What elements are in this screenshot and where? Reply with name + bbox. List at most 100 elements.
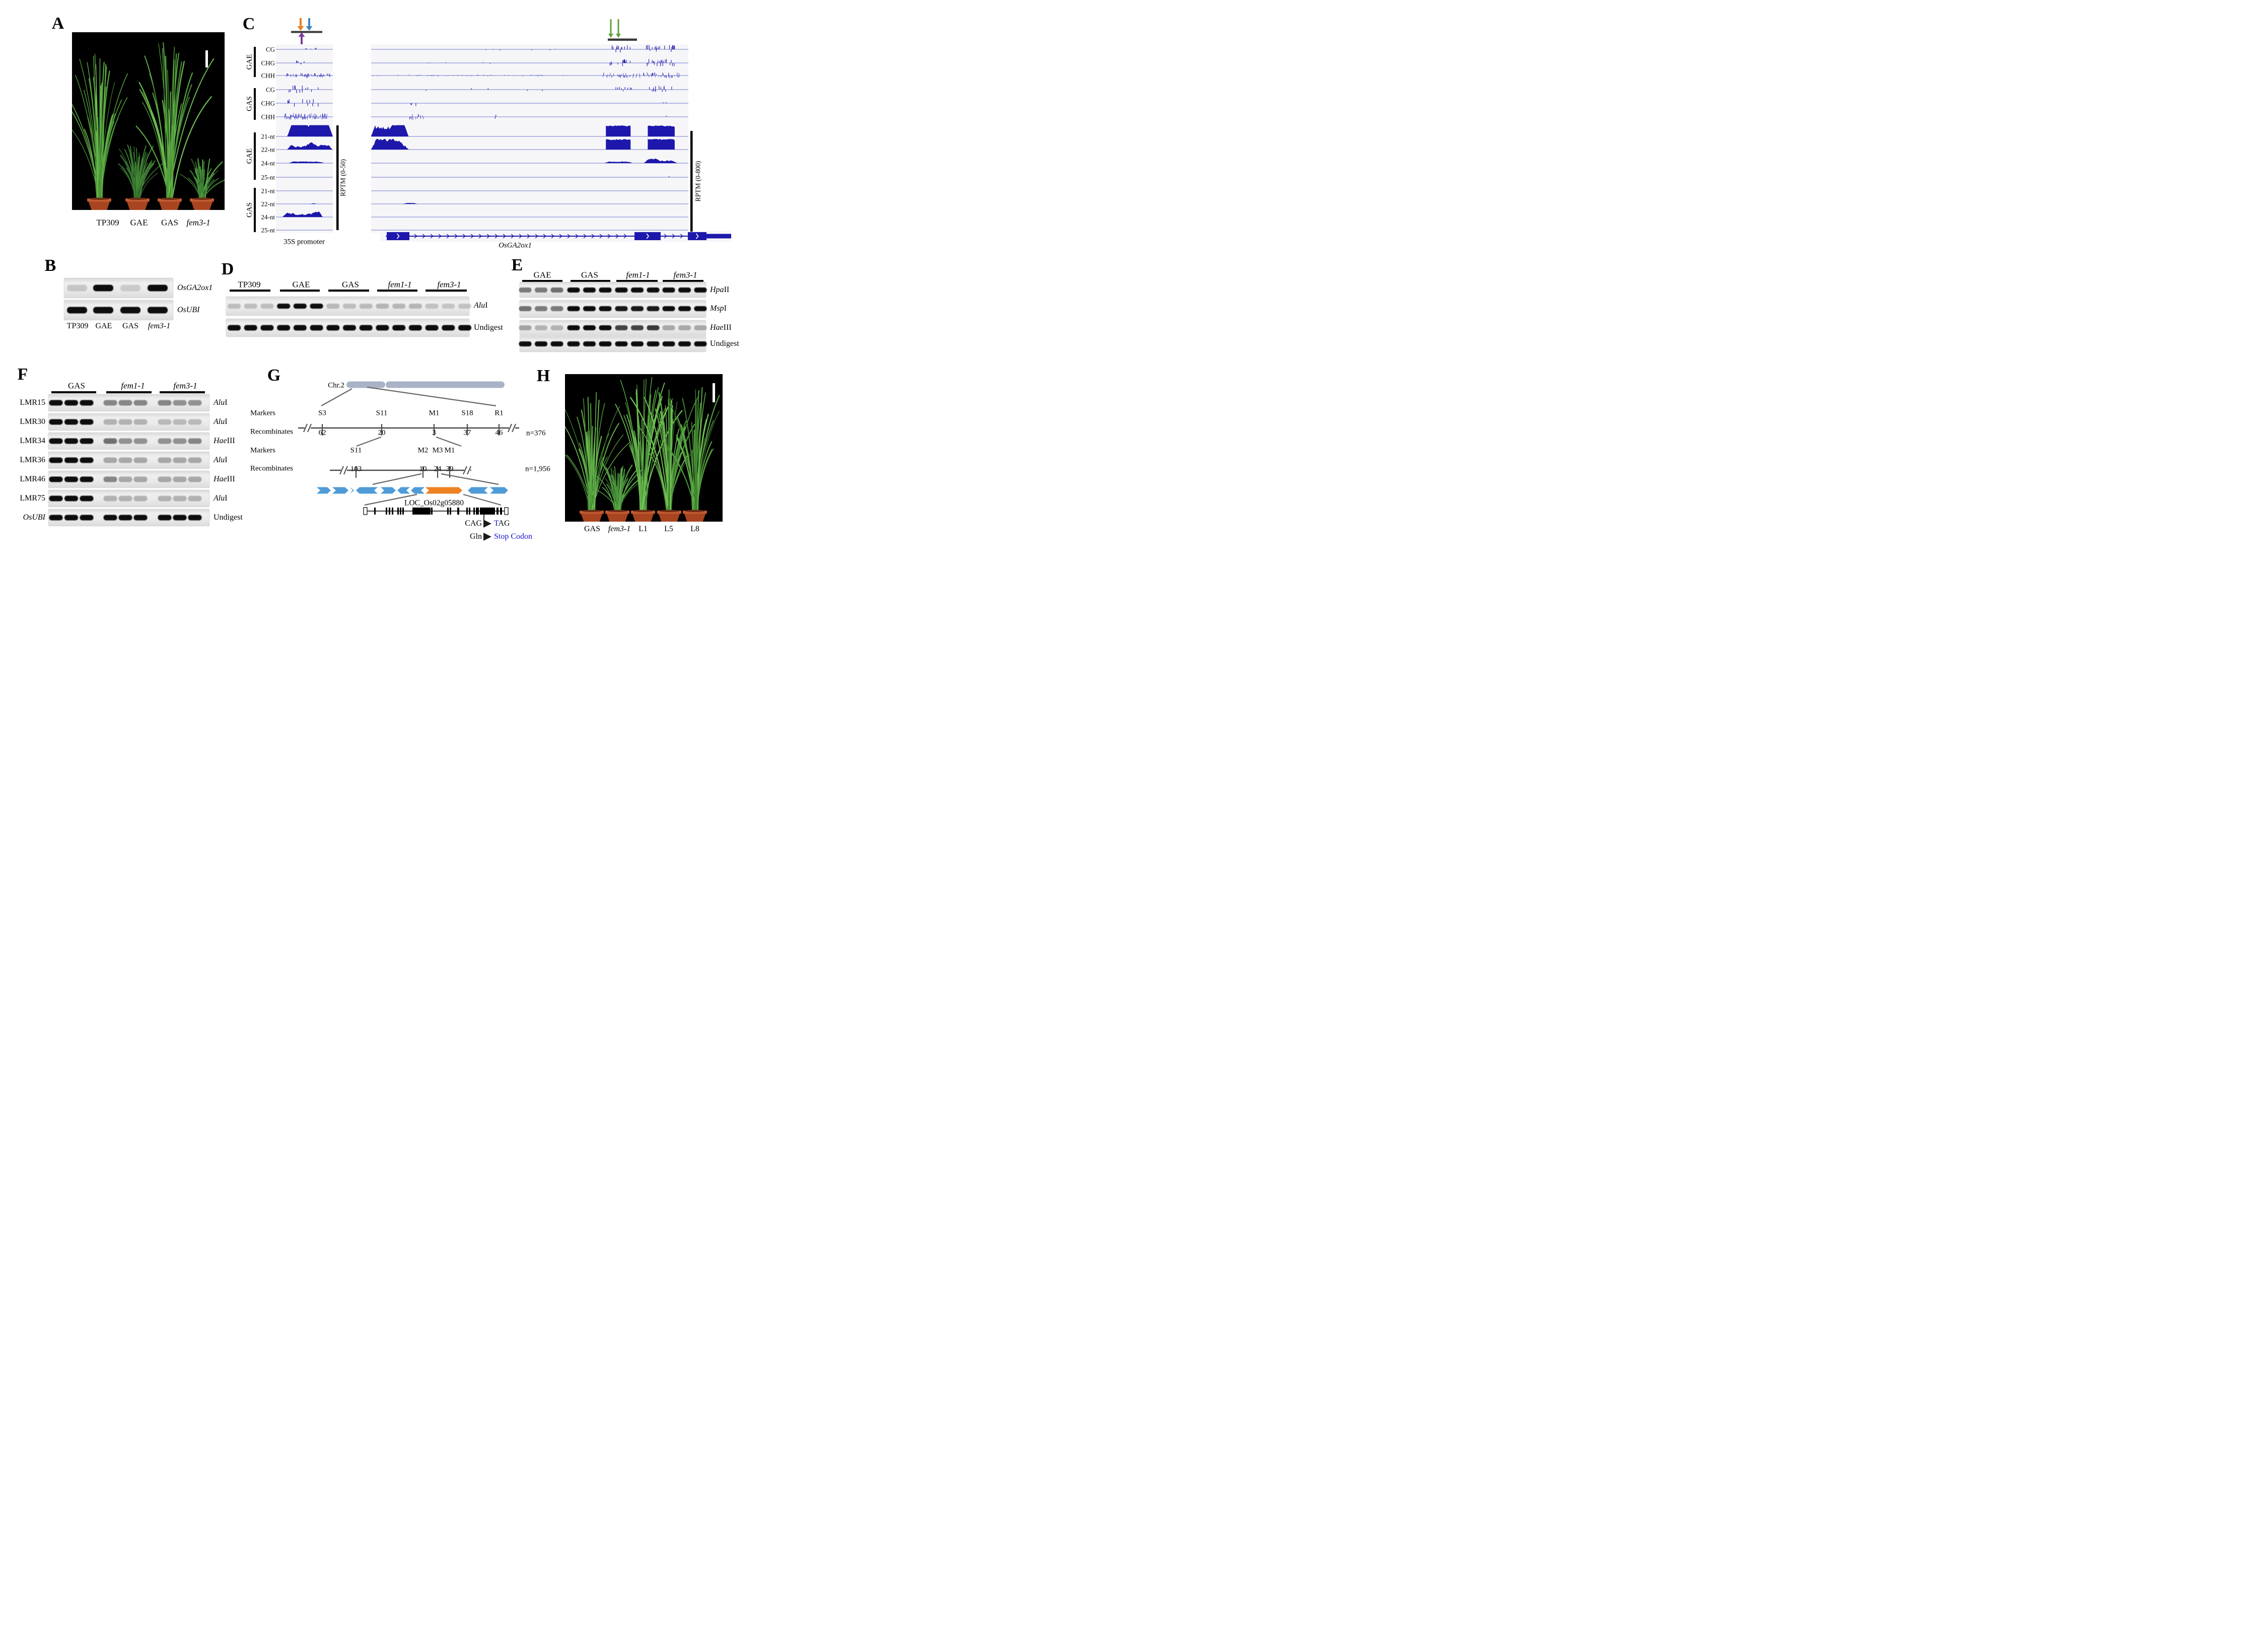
track-row-label: CHH xyxy=(261,71,275,80)
panel-e-enzyme-label: HpaII xyxy=(710,285,730,294)
gel-band xyxy=(631,325,644,330)
figure-root: A B C D E F G H RPTM (0-50) RPTM (0-800)… xyxy=(0,0,755,551)
gel-band xyxy=(519,306,532,311)
axis-break-icon xyxy=(512,423,516,433)
group-underline-bar xyxy=(522,280,562,282)
track-row-label: 25-nt xyxy=(261,226,275,234)
track-group-label: GAE xyxy=(245,54,254,70)
gel-band xyxy=(80,438,94,444)
gel-band xyxy=(583,288,596,293)
map2-marker-label: M3 xyxy=(432,446,443,455)
track-row-label: CHG xyxy=(261,99,275,107)
gel-band xyxy=(80,515,94,521)
gene-exon xyxy=(447,508,449,515)
axis-break-icon xyxy=(463,466,467,475)
gel-band xyxy=(425,325,439,331)
gene-exon xyxy=(497,508,499,515)
intron-arrow-icon xyxy=(672,234,676,239)
gel-band xyxy=(326,304,340,309)
gel-band xyxy=(583,341,596,346)
gel-band xyxy=(103,515,117,521)
intron-arrow-icon xyxy=(607,234,611,239)
gel-band xyxy=(133,419,148,425)
gel-band xyxy=(277,304,291,309)
exon-strand-chevron-icon xyxy=(646,233,650,239)
gel-band xyxy=(103,419,117,425)
gel-band xyxy=(49,515,63,521)
panel-f-row-name: LMR34 xyxy=(20,437,45,445)
gene-exon xyxy=(476,508,477,515)
gel-strip xyxy=(63,300,174,321)
intron-arrow-icon xyxy=(454,234,458,239)
gel-band xyxy=(458,325,471,331)
gel-band xyxy=(80,400,94,406)
panel-f-enzyme-label: HaeIII xyxy=(214,437,235,445)
panel-b-lane-label: GAE xyxy=(95,322,112,330)
gel-band xyxy=(158,438,172,444)
panel-d-group-label: GAE xyxy=(292,279,310,290)
map1-marker-label: S11 xyxy=(376,409,388,417)
gel-band xyxy=(535,341,547,346)
panel-d-undigest-label: Undigest xyxy=(474,323,503,332)
gel-band xyxy=(133,400,148,406)
predicted-gene-arrow xyxy=(490,487,508,494)
green-arrow-icon xyxy=(617,19,619,34)
figure-graphics xyxy=(48,18,731,541)
gel-band xyxy=(678,288,691,293)
axis-break-icon xyxy=(307,423,312,433)
gene-exon xyxy=(466,508,468,515)
gel-band xyxy=(118,457,132,463)
exon-strand-chevron-icon xyxy=(695,233,699,239)
panel-a-letter: A xyxy=(51,14,64,33)
panel-b-lane-label: fem3-1 xyxy=(148,322,171,330)
track-row-label: CHG xyxy=(261,59,275,67)
intron-arrow-icon xyxy=(583,234,587,239)
aa-to-label: Stop Codon xyxy=(494,532,533,541)
panel-h-letter: H xyxy=(536,367,550,385)
gel-band xyxy=(326,325,340,331)
gel-band xyxy=(535,325,547,330)
panel-f-enzyme-label: AluI xyxy=(214,494,228,502)
group-underline-bar xyxy=(377,290,417,292)
intron-arrow-icon xyxy=(486,234,490,239)
gel-band xyxy=(173,400,187,406)
panel-f-row-name: LMR15 xyxy=(20,398,45,407)
gel-band xyxy=(535,306,547,311)
panel-e-enzyme-label: Undigest xyxy=(710,339,739,348)
map1-marker-label: R1 xyxy=(494,409,504,417)
gel-band xyxy=(615,341,628,346)
gel-band xyxy=(67,307,87,314)
group-bracket-bar xyxy=(254,132,256,180)
gel-band xyxy=(310,325,323,331)
panel-b-row-label: OsGA2ox1 xyxy=(177,283,213,292)
gene-exon xyxy=(400,508,401,515)
predicted-gene-arrow xyxy=(317,487,331,494)
predicted-gene-arrow xyxy=(332,487,348,494)
left-track-plot xyxy=(276,44,333,233)
gel-band xyxy=(293,304,307,309)
gene-exon xyxy=(473,508,475,515)
gel-band xyxy=(662,341,675,346)
gel-band xyxy=(567,341,580,346)
group-underline-bar xyxy=(616,280,658,282)
group-bracket-bar xyxy=(254,88,256,120)
gel-band xyxy=(310,304,323,309)
gel-strip xyxy=(519,281,706,298)
group-underline-bar xyxy=(663,280,703,282)
panel-f-enzyme-label: AluI xyxy=(214,417,228,426)
locus-label: LOC_Os02g05880 xyxy=(404,498,464,508)
gel-band xyxy=(343,325,356,331)
gel-band xyxy=(64,476,78,482)
gel-band xyxy=(64,400,78,406)
intron-arrow-icon xyxy=(559,234,563,239)
map2-marker-label: M2 xyxy=(417,446,429,455)
panel-g-letter: G xyxy=(267,366,281,385)
map2-marker-label: M1 xyxy=(444,446,455,455)
track-group-label: GAS xyxy=(245,96,254,112)
recombinates-label-2: Recombinates xyxy=(250,464,293,473)
panel-a-lane-label: TP309 xyxy=(96,218,119,228)
panel-d-group-label: TP309 xyxy=(238,279,261,290)
map1-recombinant-count: 20 xyxy=(378,428,386,437)
panel-f-enzyme-label: AluI xyxy=(214,398,228,407)
rptm-right-axis-label: RPTM (0-800) xyxy=(694,161,702,202)
